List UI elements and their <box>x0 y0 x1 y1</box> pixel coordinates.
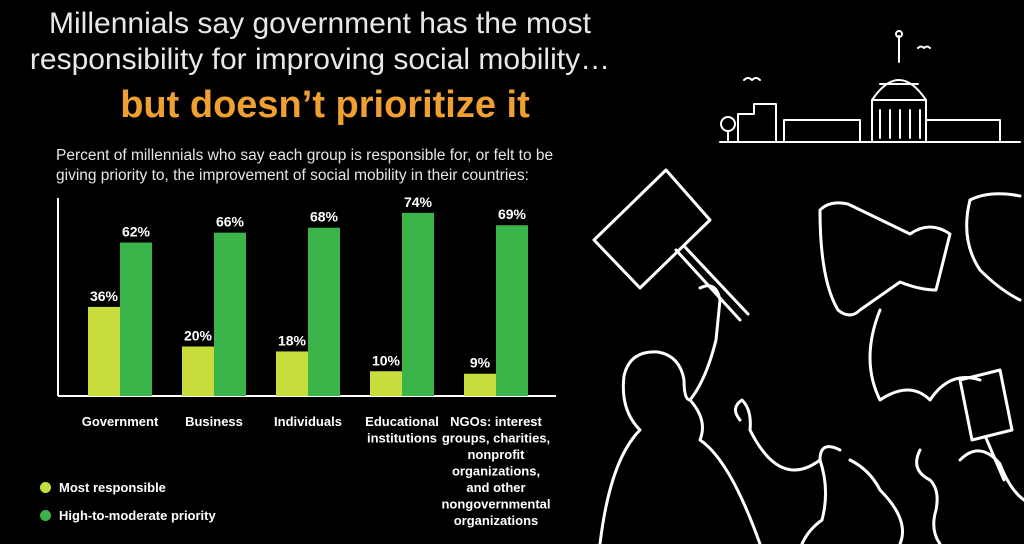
bar-most-responsible-ngos-interest <box>464 373 496 396</box>
title-line-2: responsibility for improving social mobi… <box>29 43 611 76</box>
bar-most-responsible-business <box>182 346 214 396</box>
data-label-high-to-moderate-priority-educational: 74% <box>404 194 433 210</box>
category-label-ngos-interest-6: nongovernmental <box>441 497 550 512</box>
category-label-individuals-1: Individuals <box>274 414 342 429</box>
data-label-high-to-moderate-priority-ngos-interest: 69% <box>498 206 527 222</box>
data-label-most-responsible-educational: 10% <box>372 352 401 368</box>
bar-group: 36% 62% Government 20% 66% Business 18% 68% Indi… <box>82 194 551 528</box>
protester-sign-icon <box>592 168 762 544</box>
subtitle-line-1: Percent of millennials who say each grou… <box>56 147 554 164</box>
data-label-most-responsible-individuals: 18% <box>278 332 307 348</box>
subtitle-line-2: giving priority to, the improvement of s… <box>56 167 529 184</box>
bar-most-responsible-government <box>88 306 120 396</box>
category-label-ngos-interest-2: groups, charities, <box>442 431 550 446</box>
category-label-government-1: Government <box>82 414 159 429</box>
bar-most-responsible-educational <box>370 371 402 396</box>
protester-sign-icon <box>958 368 1014 482</box>
category-label-ngos-interest-3: nonprofit <box>467 447 525 462</box>
legend-item-most-responsible: Most responsible <box>40 480 166 495</box>
category-label-educational-1: Educational <box>365 414 439 429</box>
legend-swatch-high-priority <box>40 510 51 521</box>
legend-item-high-priority: High-to-moderate priority <box>40 508 216 523</box>
legend-label-high-priority: High-to-moderate priority <box>59 508 216 523</box>
category-label-ngos-interest-7: organizations <box>454 513 539 528</box>
category-label-educational-2: institutions <box>367 431 437 446</box>
protest-illustration <box>592 30 1024 544</box>
category-label-ngos-interest-1: NGOs: interest <box>450 414 542 429</box>
data-label-most-responsible-ngos-interest: 9% <box>470 355 491 371</box>
bar-chart: 36% 62% Government 20% 66% Business 18% 68% Indi… <box>57 194 556 528</box>
legend-swatch-most-responsible <box>40 482 51 493</box>
crowd-icon <box>734 398 1024 544</box>
category-label-business-1: Business <box>185 414 243 429</box>
data-label-most-responsible-government: 36% <box>90 288 119 304</box>
title-line-1: Millennials say government has the most <box>49 7 591 40</box>
data-label-high-to-moderate-priority-business: 66% <box>216 214 245 230</box>
category-label-ngos-interest-5: and other <box>466 480 525 495</box>
data-label-high-to-moderate-priority-government: 62% <box>122 224 151 240</box>
title-highlight: but doesn’t prioritize it <box>120 84 530 126</box>
bar-high-to-moderate-priority-government <box>120 242 152 396</box>
data-label-high-to-moderate-priority-individuals: 68% <box>310 209 339 225</box>
bar-high-to-moderate-priority-business <box>214 232 246 396</box>
bar-high-to-moderate-priority-ngos-interest <box>496 225 528 396</box>
bar-most-responsible-individuals <box>276 351 308 396</box>
category-label-ngos-interest-4: organizations, <box>452 464 540 479</box>
data-label-most-responsible-business: 20% <box>184 328 213 344</box>
bar-high-to-moderate-priority-educational <box>402 212 434 396</box>
bar-high-to-moderate-priority-individuals <box>308 227 340 396</box>
megaphone-icon <box>818 192 1022 402</box>
legend-label-most-responsible: Most responsible <box>59 480 166 495</box>
capitol-building-icon <box>719 30 1021 143</box>
